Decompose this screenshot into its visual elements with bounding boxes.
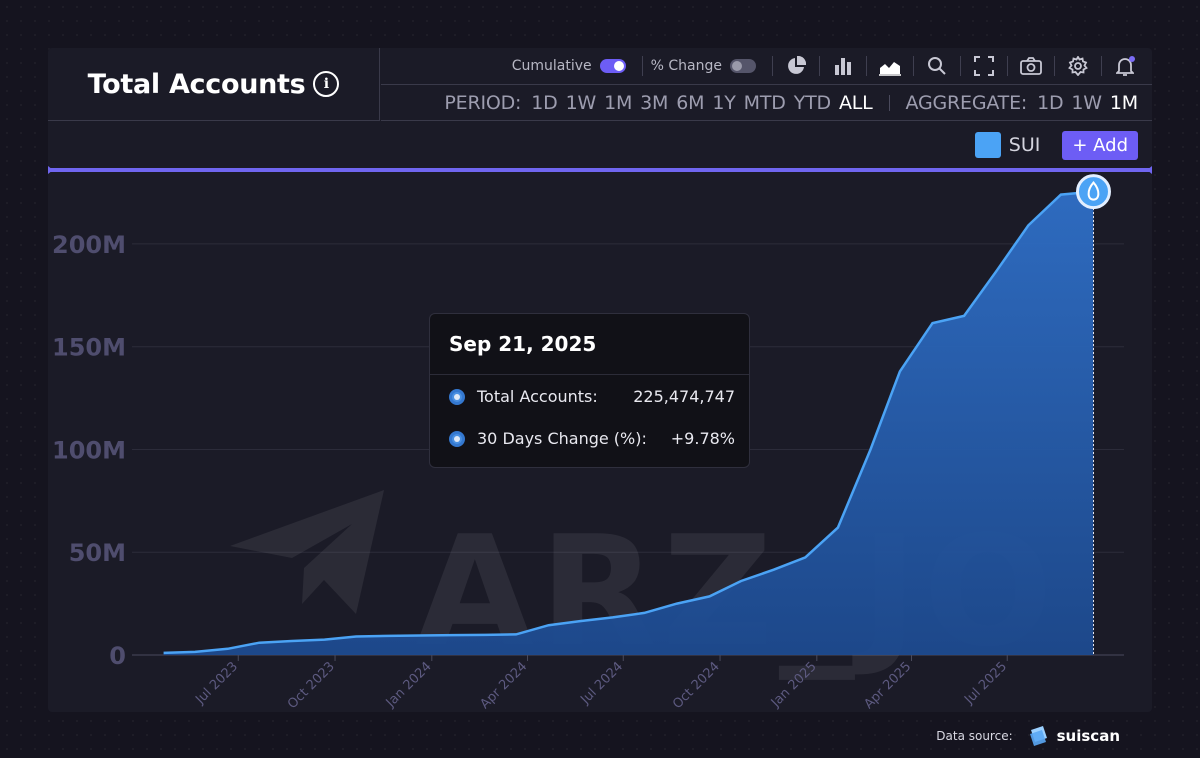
y-tick-label: 200M xyxy=(52,231,126,259)
divider xyxy=(641,56,643,76)
suiscan-logo-icon xyxy=(1029,726,1047,746)
divider xyxy=(772,56,773,76)
toolbar-bottom: PERIOD: 1D 1W 1M 3M 6M 1Y MTD YTD ALL AG… xyxy=(381,85,1152,121)
footer: Data source: suiscan xyxy=(936,724,1120,748)
area-chart-icon[interactable] xyxy=(879,55,901,77)
series-area-sui xyxy=(163,191,1094,655)
toggle-knob xyxy=(732,61,742,71)
tooltip-label: 30 Days Change (%): xyxy=(477,429,647,448)
legend-bar: SUI + Add xyxy=(48,122,1152,168)
period-1d[interactable]: 1D xyxy=(531,91,558,114)
tooltip-date: Sep 21, 2025 xyxy=(449,332,597,356)
tooltip: Sep 21, 2025 Total Accounts: 225,474,747… xyxy=(429,313,750,468)
legend-swatch-sui[interactable] xyxy=(974,132,1001,158)
legend-label-sui: SUI xyxy=(1008,134,1041,156)
gear-icon[interactable] xyxy=(1067,55,1089,77)
pct-change-label: % Change xyxy=(650,58,722,74)
period-3m[interactable]: 3M xyxy=(640,91,669,114)
bar-chart-icon[interactable] xyxy=(832,55,854,77)
divider xyxy=(1101,56,1102,76)
toggle-knob xyxy=(613,61,624,71)
y-tick-label: 50M xyxy=(69,539,126,567)
suiscan-brand: suiscan xyxy=(1056,727,1120,745)
camera-icon[interactable] xyxy=(1020,55,1042,77)
pie-chart-icon[interactable] xyxy=(785,55,807,77)
cumulative-toggle[interactable] xyxy=(599,59,626,73)
y-tick-label: 0 xyxy=(109,642,126,670)
divider xyxy=(819,56,820,76)
period-ytd[interactable]: YTD xyxy=(793,91,831,114)
data-source-label: Data source: xyxy=(936,729,1013,743)
period-6m[interactable]: 6M xyxy=(676,91,705,114)
tooltip-row-total: Total Accounts: 225,474,747 xyxy=(449,387,735,406)
divider xyxy=(1054,56,1055,76)
divider xyxy=(1007,56,1008,76)
x-tick-label: Jul 2023 xyxy=(192,659,241,708)
y-tick-label: 150M xyxy=(52,334,126,362)
range-brush-handle-right[interactable] xyxy=(1147,166,1152,174)
sui-logo-marker-icon xyxy=(1075,174,1111,210)
cumulative-label: Cumulative xyxy=(511,58,592,74)
tooltip-label: Total Accounts: xyxy=(477,387,598,406)
bell-icon[interactable] xyxy=(1114,55,1136,77)
x-tick-label: Oct 2023 xyxy=(285,659,338,712)
period-1y[interactable]: 1Y xyxy=(712,91,736,114)
series-line-sui xyxy=(163,190,1094,655)
series-dot-icon xyxy=(449,388,465,405)
aggregate-1d[interactable]: 1D xyxy=(1037,91,1064,114)
series-dot-icon xyxy=(449,430,465,447)
add-series-button[interactable]: + Add xyxy=(1062,130,1138,160)
y-tick-label: 100M xyxy=(52,436,126,464)
tooltip-divider xyxy=(430,374,749,375)
x-tick-label: Jan 2024 xyxy=(383,659,435,711)
search-icon[interactable] xyxy=(926,55,948,77)
aggregate-label: AGGREGATE: xyxy=(905,91,1028,114)
tooltip-value: 225,474,747 xyxy=(633,387,735,406)
period-label: PERIOD: xyxy=(444,91,522,114)
tooltip-value: +9.78% xyxy=(670,429,735,448)
period-mtd[interactable]: MTD xyxy=(743,91,786,114)
range-brush[interactable] xyxy=(48,168,1152,172)
fullscreen-icon[interactable] xyxy=(973,55,995,77)
info-icon[interactable]: i xyxy=(313,71,340,97)
title-box: Total Accounts i xyxy=(48,48,380,121)
divider xyxy=(960,56,961,76)
period-all[interactable]: ALL xyxy=(838,91,873,114)
pct-change-toggle[interactable] xyxy=(730,59,756,73)
toolbar-top: Cumulative % Change xyxy=(381,48,1152,85)
period-1m[interactable]: 1M xyxy=(604,91,633,114)
divider xyxy=(913,56,914,76)
chart-panel: Total Accounts i Cumulative % Change xyxy=(48,48,1152,712)
divider xyxy=(888,94,890,111)
page-title: Total Accounts xyxy=(87,68,306,100)
divider xyxy=(866,56,867,76)
sui-drop-icon xyxy=(1087,181,1100,201)
aggregate-1m[interactable]: 1M xyxy=(1109,91,1138,114)
tooltip-row-change: 30 Days Change (%): +9.78% xyxy=(449,429,735,448)
period-1w[interactable]: 1W xyxy=(565,91,597,114)
range-brush-handle-left[interactable] xyxy=(48,166,53,174)
aggregate-1w[interactable]: 1W xyxy=(1071,91,1102,114)
telegram-watermark-icon xyxy=(230,490,384,614)
